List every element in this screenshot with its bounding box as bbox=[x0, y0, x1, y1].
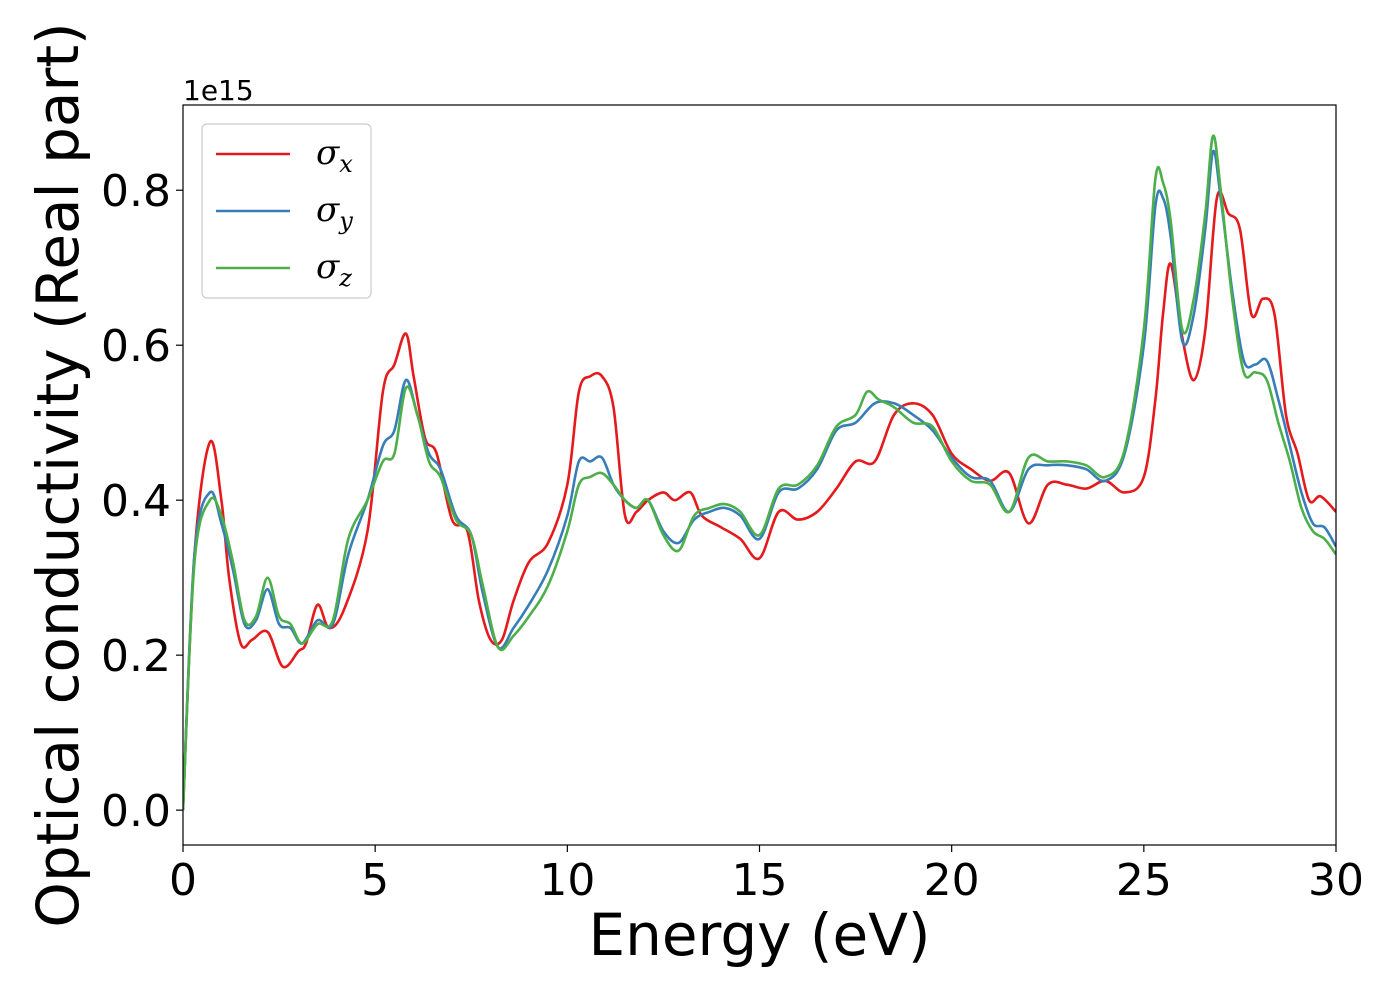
y-offset-label: 1e15 bbox=[183, 74, 254, 107]
series-line-sigma-y bbox=[183, 149, 1336, 811]
x-tick-label: 0 bbox=[169, 855, 197, 906]
x-tick-label: 5 bbox=[361, 855, 389, 906]
x-axis-title: Energy (eV) bbox=[588, 901, 930, 969]
legend-label-sigma-z: σz bbox=[316, 247, 352, 292]
legend-symbol: σ bbox=[316, 247, 340, 287]
legend-symbol: σ bbox=[316, 190, 340, 230]
series-line-sigma-z bbox=[183, 134, 1336, 811]
y-axis: 0.0 0.2 0.4 0.6 0.8 bbox=[101, 166, 183, 837]
y-tick-label: 0.0 bbox=[101, 786, 171, 837]
x-tick-label: 25 bbox=[1116, 855, 1172, 906]
legend-label-sigma-x: σx bbox=[316, 133, 353, 178]
x-tick-label: 10 bbox=[539, 855, 595, 906]
y-tick-label: 0.4 bbox=[101, 476, 171, 527]
x-tick-label: 15 bbox=[732, 855, 788, 906]
legend-subscript: x bbox=[339, 150, 353, 178]
series-layer bbox=[183, 134, 1336, 811]
legend-subscript: y bbox=[338, 207, 353, 235]
x-tick-label: 30 bbox=[1308, 855, 1364, 906]
legend-label-sigma-y: σy bbox=[316, 190, 353, 235]
y-tick-label: 0.6 bbox=[101, 321, 171, 372]
y-tick-label: 0.2 bbox=[101, 631, 171, 682]
x-tick-label: 20 bbox=[924, 855, 980, 906]
y-tick-label: 0.8 bbox=[101, 166, 171, 217]
y-axis-title: Optical conductivity (Real part) bbox=[24, 22, 92, 927]
legend-symbol: σ bbox=[316, 133, 340, 173]
legend-subscript: z bbox=[338, 264, 352, 292]
x-axis: 0 5 10 15 20 25 30 bbox=[169, 845, 1364, 906]
